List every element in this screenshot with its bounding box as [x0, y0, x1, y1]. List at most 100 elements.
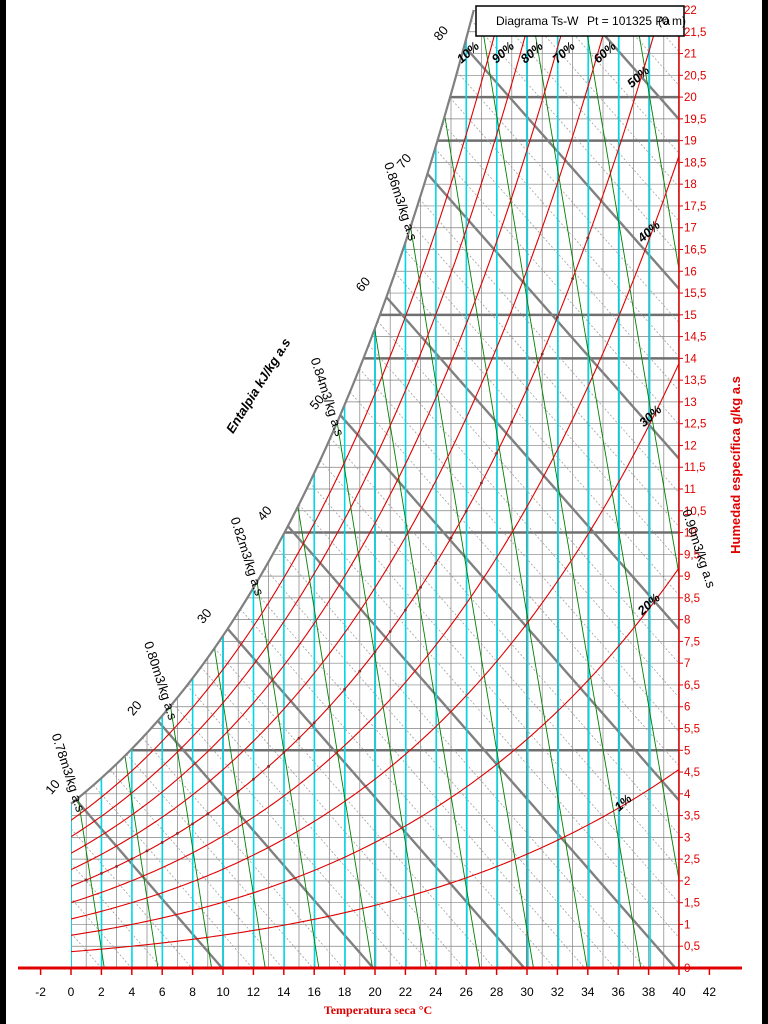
enthalpy-line-minor [186, 685, 434, 968]
y-tick-label: 21 [684, 49, 697, 61]
rh-marker-point [510, 420, 514, 424]
rh-marker-point [100, 871, 103, 875]
rh-marker-point [191, 822, 195, 826]
rh-marker-point [343, 687, 346, 691]
y-tick-label: 7,5 [684, 636, 700, 648]
rh-curve [71, 10, 665, 887]
y-tick-label: 11,5 [684, 462, 706, 474]
rh-marker-point [358, 669, 362, 673]
x-tick-label: 0 [68, 985, 75, 999]
x-tick-label: 30 [520, 985, 534, 999]
y-axis-title: Humedad específica g/kg a.s [728, 376, 743, 554]
y-tick-label: 9,5 [684, 549, 700, 561]
wet-bulb-line [374, 328, 377, 968]
altitude-label: (0 m) [658, 14, 686, 28]
y-tick-label: 20 [684, 92, 697, 104]
rh-curve [71, 768, 679, 953]
y-tick-label: 4,5 [684, 767, 700, 779]
y-tick-label: 0 [684, 963, 690, 975]
x-tick-label: 4 [128, 985, 135, 999]
enthalpy-line-minor [449, 97, 679, 968]
wet-bulb-line [617, 10, 621, 968]
enthalpy-line-minor [71, 826, 162, 968]
rh-marker-point [71, 884, 73, 888]
rh-marker-point [525, 387, 529, 391]
y-tick-label: 12,5 [684, 419, 706, 431]
rh-marker-point [328, 705, 331, 708]
enthalpy-line-minor [71, 839, 132, 968]
specific-volume-line [427, 10, 588, 968]
rh-marker-point [84, 878, 88, 882]
enthalpy-line-minor [240, 608, 555, 968]
x-tick-label: 14 [277, 985, 291, 999]
enthalpy-line-major [463, 45, 679, 968]
rh-curve [71, 10, 536, 838]
y-tick-label: 19 [684, 136, 697, 148]
y-tick-label: 7 [684, 658, 690, 670]
rh-marker-point [404, 608, 407, 612]
x-tick-label: 36 [612, 985, 626, 999]
wet-bulb-line [556, 10, 560, 968]
x-axis-title: Temperatura seca °C [324, 1003, 432, 1017]
rh-marker-point [419, 585, 422, 589]
y-tick-label: 8 [684, 615, 690, 627]
x-tick-label: 24 [429, 985, 443, 999]
wet-bulb-line [526, 10, 529, 968]
enthalpy-line-minor [71, 851, 102, 968]
chart-title: Diagrama Ts-W [496, 14, 579, 28]
y-tick-label: 3 [684, 832, 690, 844]
enthalpy-line-minor [298, 504, 679, 968]
y-tick-label: 2 [684, 876, 690, 888]
wet-bulb-line [434, 146, 438, 968]
x-tick-label: 22 [399, 985, 413, 999]
enthalpy-line-minor [264, 568, 616, 968]
enthalpy-line-minor [276, 547, 646, 968]
y-tick-label: 13 [684, 397, 697, 409]
x-tick-label: 32 [551, 985, 565, 999]
y-tick-label: 6,5 [684, 680, 700, 692]
x-tick-label: 20 [368, 985, 382, 999]
y-tick-label: 11 [684, 484, 696, 496]
enthalpy-line-minor [359, 368, 679, 968]
enthalpy-line-minor [411, 223, 679, 968]
rh-marker-point [464, 509, 468, 513]
title-box: Diagrama Ts-W Pt = 101325 Pa (0 m) [475, 5, 686, 37]
rh-marker-point [388, 630, 392, 633]
enthalpy-line-minor [477, 10, 679, 968]
specific-volume-line [582, 10, 679, 968]
rh-curve [71, 10, 615, 871]
rh-curve [71, 155, 679, 904]
y-tick-label: 16,5 [684, 245, 706, 257]
y-tick-label: 20,5 [684, 70, 706, 82]
rh-curve [71, 363, 679, 920]
y-tick-label: 13,5 [684, 375, 706, 387]
y-tick-label: 12 [684, 440, 697, 452]
rh-marker-point [252, 777, 255, 781]
y-tick-label: 9 [684, 571, 690, 583]
enthalpy-line-major [75, 798, 223, 968]
y-tick-label: 17,5 [684, 201, 706, 213]
y-tick-label: 14,5 [684, 332, 706, 344]
enthalpy-line-minor [93, 784, 253, 968]
rh-marker-point [495, 451, 498, 455]
rh-marker-point [221, 801, 225, 805]
rh-marker-point [236, 790, 240, 793]
y-tick-label: 21,5 [684, 27, 706, 39]
specific-volume-line [634, 10, 679, 968]
rh-marker-point [176, 832, 179, 835]
wet-bulb-line [404, 242, 407, 968]
y-tick-label: 1,5 [684, 898, 700, 910]
x-tick-label: 6 [159, 985, 166, 999]
y-tick-label: 4 [684, 789, 691, 801]
y-tick-label: 6 [684, 702, 690, 714]
wet-bulb-line [495, 10, 499, 968]
enthalpy-line-minor [214, 647, 495, 968]
rh-marker-point [115, 864, 118, 868]
enthalpy-line-major [385, 296, 679, 968]
x-tick-label: -2 [35, 985, 46, 999]
rh-marker-point [297, 736, 301, 740]
rh-marker-point [373, 650, 377, 654]
y-tick-label: 2,5 [684, 854, 700, 866]
x-tick-label: 10 [216, 985, 230, 999]
